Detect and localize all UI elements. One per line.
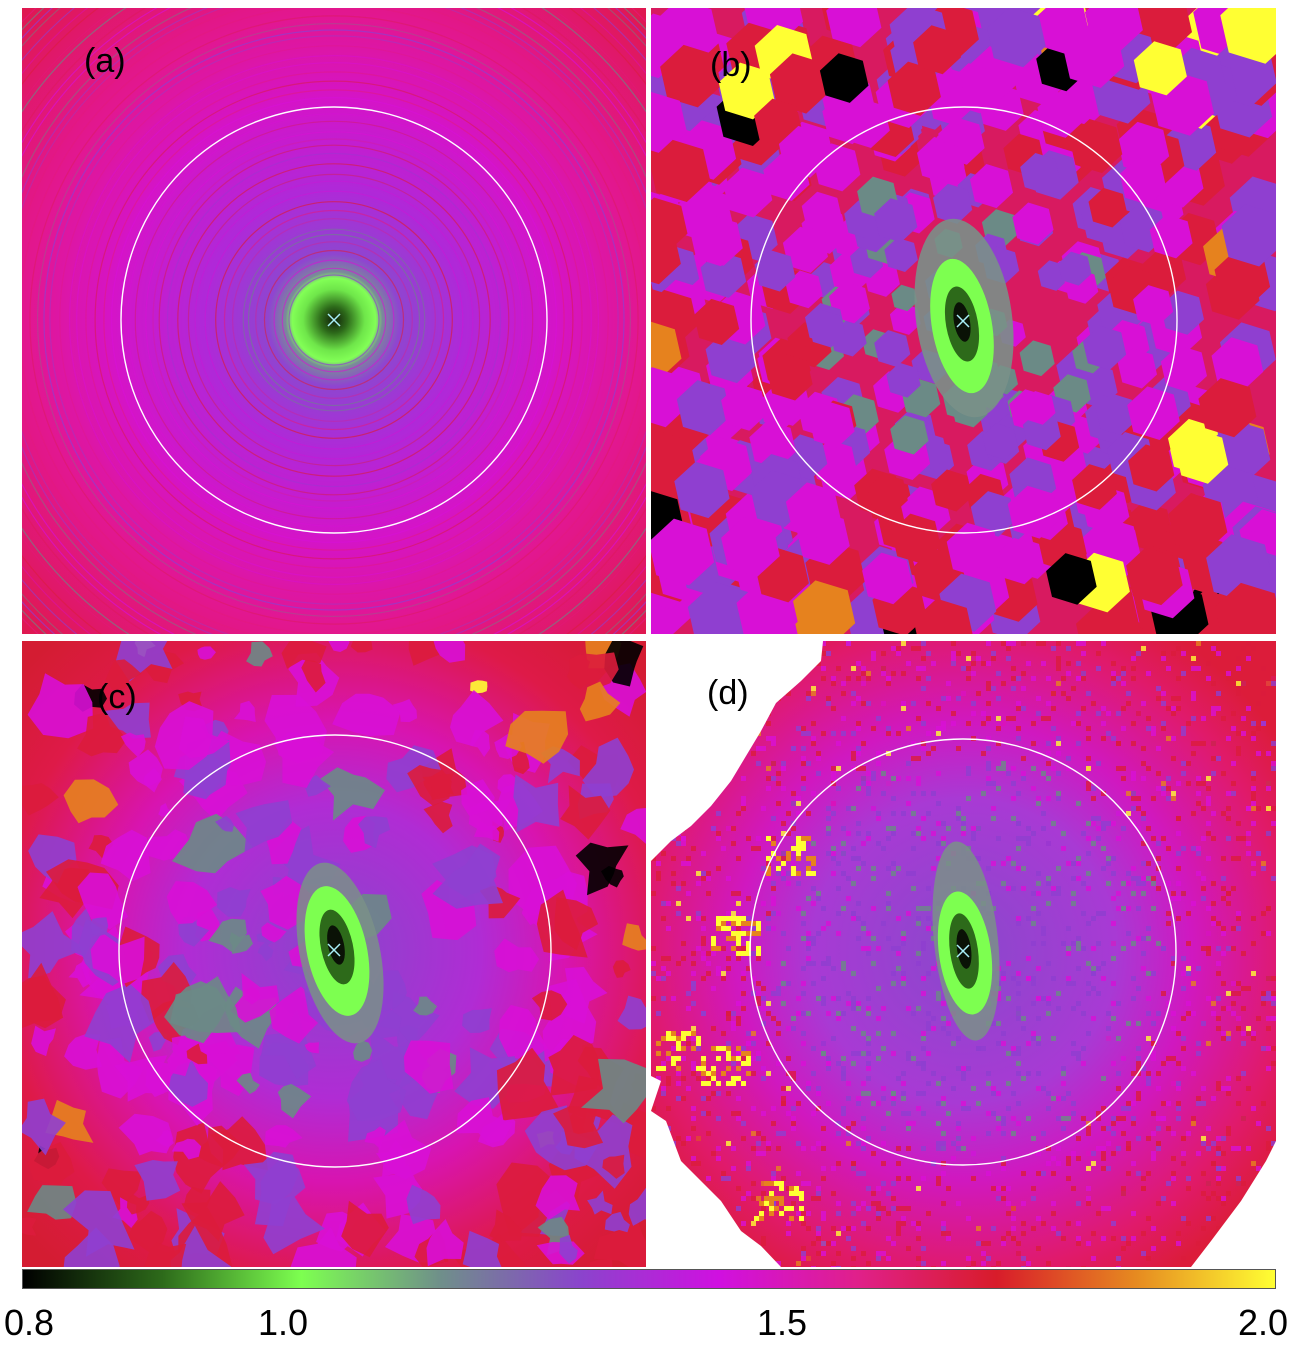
panel-d-map <box>651 641 1276 1267</box>
empty-region-top-left <box>651 641 823 861</box>
core-region <box>296 862 384 1044</box>
panel-label-b: (b) <box>710 46 752 84</box>
panel-label-a: (a) <box>84 42 126 80</box>
panel-a-image <box>22 8 646 634</box>
colorbar-tick-0.8: 0.8 <box>4 1302 55 1343</box>
reference-circle <box>749 738 1177 1166</box>
colorbar-tick-1.5: 1.5 <box>757 1302 808 1343</box>
panel-c-map <box>22 641 646 1267</box>
panel-b-map <box>651 8 1276 634</box>
core-region <box>914 218 1014 418</box>
panel-c-image <box>22 641 646 1267</box>
panel-label-c: (c) <box>97 678 137 716</box>
reference-circle <box>750 106 1178 534</box>
center-marker <box>956 314 970 328</box>
empty-region-bottom-left <box>651 1111 781 1267</box>
colorbar-tick-2.0: 2.0 <box>1238 1302 1289 1343</box>
panel-a-map <box>22 8 646 634</box>
center-marker <box>956 944 970 958</box>
colorbar <box>22 1269 1276 1289</box>
colorbar-tick-1.0: 1.0 <box>258 1302 309 1343</box>
panel-label-d: (d) <box>707 674 749 712</box>
center-marker <box>327 313 341 327</box>
empty-region-bottom-right <box>1191 1141 1276 1267</box>
center-marker <box>327 943 341 957</box>
empty-region-left <box>651 1076 661 1111</box>
panel-b-image <box>651 8 1276 634</box>
reference-circle <box>120 106 548 534</box>
reference-circle <box>118 734 552 1168</box>
panel-d-image <box>651 641 1276 1267</box>
